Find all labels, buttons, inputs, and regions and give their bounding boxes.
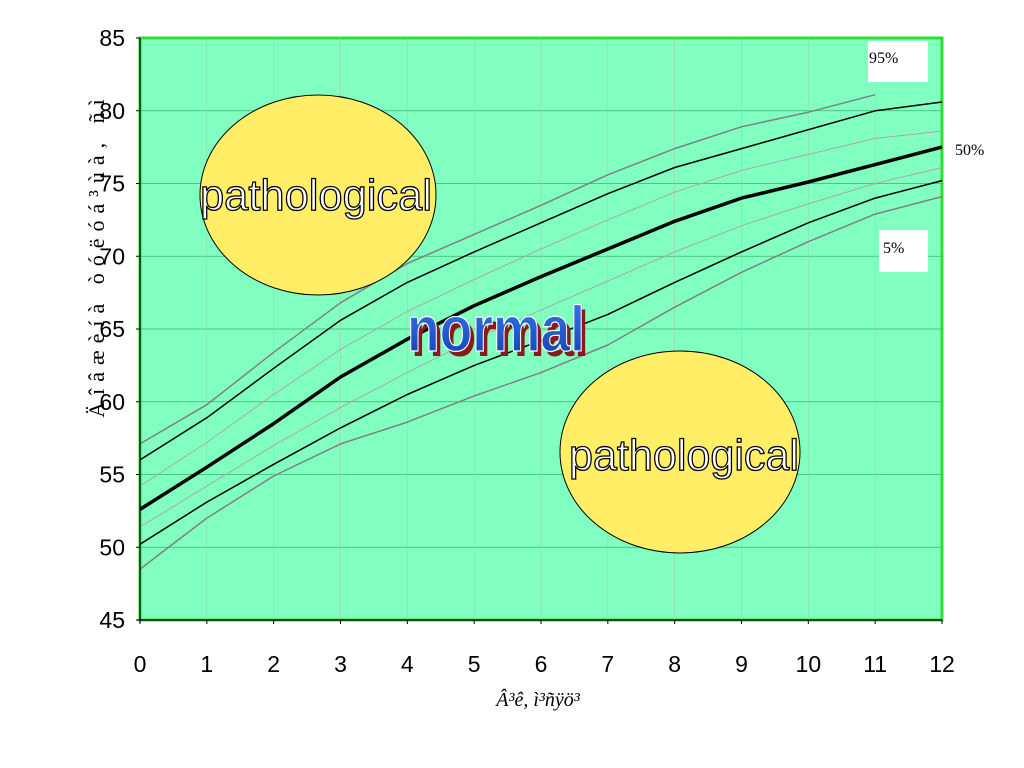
series-line-5 <box>139 167 943 528</box>
y-tick-label: 60 <box>99 389 125 415</box>
x-tick-label: 11 <box>863 651 887 677</box>
x-tick-labels: 0 1 2 3 4 5 6 7 8 9 10 11 12 <box>134 620 955 677</box>
x-tick-label: 12 <box>929 651 955 677</box>
y-tick-label: 85 <box>99 25 125 51</box>
y-tick-label: 65 <box>99 316 125 342</box>
x-tick-label: 2 <box>267 651 280 677</box>
series-layer <box>139 93 943 570</box>
x-tick-label: 3 <box>334 651 347 677</box>
x-tick-label: 9 <box>735 651 748 677</box>
x-tick-label: 4 <box>401 651 414 677</box>
upper-pathological-zone <box>199 94 437 296</box>
x-tick-label: 0 <box>134 651 147 677</box>
x-tick-label: 7 <box>601 651 614 677</box>
label-95: 95% <box>869 50 898 67</box>
x-tick-label: 6 <box>535 651 548 677</box>
lower-pathological-zone <box>559 350 801 554</box>
y-tick-label: 50 <box>99 534 125 560</box>
series-line-3 <box>139 130 943 487</box>
series-line-2 <box>139 101 943 461</box>
label-5-box <box>879 230 928 272</box>
series-line-6 <box>139 179 943 545</box>
normal-label-shadow: normal <box>411 298 589 370</box>
series-line-50pct <box>139 145 943 511</box>
y-tick-labels: 85 80 75 70 65 60 55 50 45 <box>99 25 140 633</box>
lower-pathological-label: pathological <box>569 431 799 480</box>
normal-label: normal <box>407 293 585 365</box>
series-line-95pct <box>139 93 876 445</box>
x-tick-label: 8 <box>668 651 681 677</box>
label-5: 5% <box>883 240 904 257</box>
x-axis-label: Â³ê, ì³ñÿö³ <box>494 688 581 711</box>
y-tick-label: 55 <box>99 462 125 488</box>
upper-pathological-label: pathological <box>200 171 432 220</box>
y-tick-label: 75 <box>99 171 125 197</box>
label-95-box <box>868 41 928 82</box>
y-tick-label: 80 <box>99 98 125 124</box>
x-tick-label: 1 <box>200 651 213 677</box>
y-tick-label: 70 <box>99 243 125 269</box>
y-tick-label: 45 <box>99 607 125 633</box>
series-line-5pct <box>139 195 943 570</box>
x-tick-label: 5 <box>468 651 481 677</box>
x-tick-label: 10 <box>796 651 822 677</box>
label-50: 50% <box>955 142 984 159</box>
y-axis-label: Äîâæèíà òóëóá³ùà, ñì <box>84 92 109 418</box>
